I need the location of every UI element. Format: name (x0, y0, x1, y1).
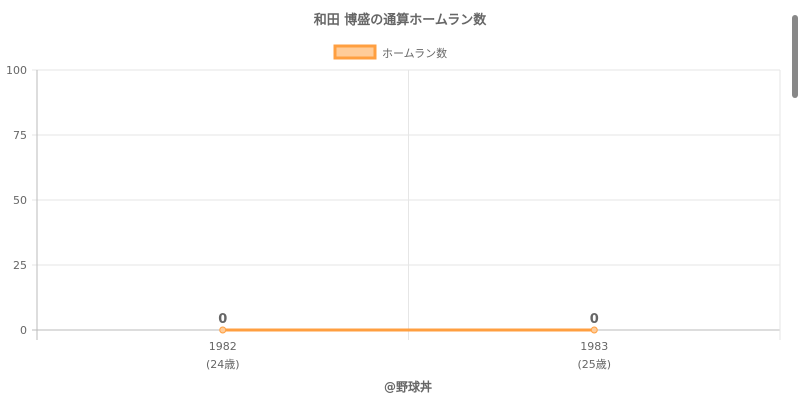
data-label: 0 (218, 312, 227, 327)
data-point (590, 326, 598, 334)
y-tick-label: 75 (13, 129, 27, 142)
x-tick-sublabel: (25歳) (577, 358, 611, 371)
x-tick-label: 1983 (580, 340, 608, 353)
y-tick-label: 0 (20, 324, 27, 337)
data-label: 0 (590, 312, 599, 327)
y-tick-label: 100 (6, 64, 27, 77)
scrollbar[interactable] (792, 15, 798, 98)
legend-swatch (333, 44, 377, 60)
data-point (219, 326, 227, 334)
y-tick-label: 50 (13, 194, 27, 207)
x-tick-sublabel: (24歳) (206, 358, 240, 371)
legend-label: ホームラン数 (382, 47, 447, 60)
y-tick-label: 25 (13, 259, 27, 272)
credit: @野球丼 (384, 379, 432, 394)
x-tick-label: 1982 (209, 340, 237, 353)
chart-title: 和田 博盛の通算ホームラン数 (314, 12, 487, 28)
